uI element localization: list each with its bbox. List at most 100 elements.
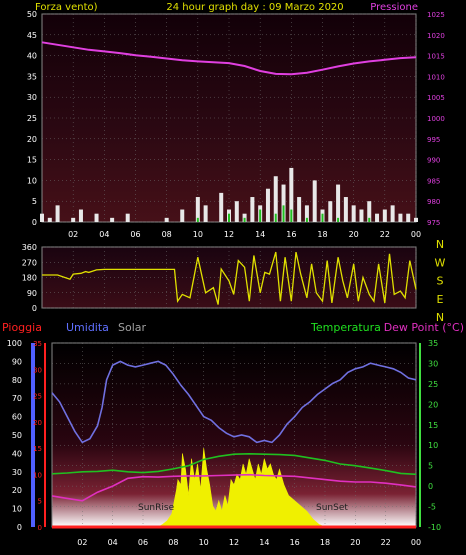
gust-bar [196, 217, 199, 222]
wind-bar [55, 205, 60, 222]
tick-label: -10 [428, 523, 441, 532]
grid-panel-3 [52, 342, 417, 528]
tick-label: 35 [33, 340, 42, 348]
tick-label: 0 [38, 524, 42, 532]
wind-bar [375, 213, 380, 222]
temperature-line [51, 452, 417, 476]
tick-label: 20 [27, 135, 37, 144]
tick-label: 15 [428, 421, 438, 430]
gust-bar [259, 209, 262, 222]
tick-label: 1000 [427, 115, 445, 123]
tick-label: 10 [199, 538, 209, 547]
tick-label: 1015 [427, 53, 445, 61]
tick-label: 16 [290, 538, 300, 547]
tick-label: 06 [130, 230, 140, 239]
tick-label: 980 [427, 198, 440, 206]
tick-label: 30 [33, 366, 42, 374]
wind-bar [414, 217, 418, 222]
wind-bar [336, 184, 341, 222]
wind-bar [297, 197, 302, 222]
tick-label: 90 [12, 357, 22, 366]
tick-label: 16 [286, 230, 296, 239]
wind-bar [281, 184, 286, 222]
wind-bar [312, 180, 317, 222]
tick-label: 30 [12, 468, 22, 477]
wind-bar [110, 217, 115, 222]
tick-label: 0 [428, 482, 433, 491]
tick-label: 35 [428, 339, 438, 348]
tick-label: 14 [259, 538, 269, 547]
header-right-title: Pressione [370, 2, 418, 13]
gust-bar [305, 217, 308, 222]
header-left-title: Forza vento) [35, 2, 98, 13]
tick-label: 22 [380, 230, 390, 239]
wind-bar [351, 205, 356, 222]
tick-label: 70 [12, 394, 22, 403]
axis-rain: 0 5 10 15 20 25 30 35 [33, 340, 46, 532]
tick-label: 975 [427, 219, 440, 227]
tick-label: 02 [68, 230, 78, 239]
wind-bar [40, 213, 44, 222]
tick-label: -5 [428, 503, 436, 512]
tick-label: 30 [428, 359, 438, 368]
axis-humidity: 0 10 20 30 40 50 60 70 80 90 100 [7, 339, 35, 532]
wind-bar [304, 205, 309, 222]
tick-label: 50 [27, 10, 37, 19]
compass-label: N [436, 311, 444, 324]
wind-bar [180, 209, 185, 222]
tick-label: 60 [12, 413, 22, 422]
tick-label: 45 [27, 31, 37, 40]
solar-area [157, 448, 326, 528]
gust-bar [368, 217, 371, 222]
tick-label: 90 [27, 289, 37, 298]
axis-wind-speed: 0 5 10 15 20 25 30 35 40 45 50 [27, 10, 37, 227]
gust-bar [274, 213, 277, 222]
tick-label: 270 [22, 258, 37, 267]
gust-bar [228, 213, 230, 222]
tick-label: 995 [427, 136, 440, 144]
wind-bar [382, 209, 387, 222]
wind-bar [289, 167, 294, 222]
tick-label: 22 [381, 538, 391, 547]
tick-label: 25 [428, 380, 438, 389]
tick-label: 10 [193, 230, 203, 239]
pressure-line [41, 41, 417, 76]
tick-label: 180 [22, 274, 37, 283]
tick-label: 12 [229, 538, 239, 547]
tick-label: 40 [27, 52, 37, 61]
label-temperatura: Temperatura [310, 321, 381, 334]
compass-label: W [435, 256, 446, 269]
tick-label: 20 [33, 419, 42, 427]
wind-bar [219, 192, 224, 222]
axis-direction-degrees: 0 90 180 270 360 [22, 243, 37, 313]
tick-label: 25 [33, 393, 42, 401]
wind-bar [367, 201, 372, 222]
wind-bar [203, 205, 208, 222]
tick-label: 990 [427, 157, 440, 165]
tick-label: 10 [12, 505, 22, 514]
wind-bar [328, 201, 333, 222]
tick-label: 15 [33, 445, 42, 453]
tick-label: 04 [99, 230, 109, 239]
gust-bar [282, 205, 285, 222]
tick-label: 10 [33, 471, 42, 479]
tick-label: 35 [27, 72, 37, 81]
tick-label: 1020 [427, 32, 445, 40]
tick-label: 100 [7, 339, 22, 348]
wind-bar [406, 213, 411, 222]
tick-label: 0 [32, 304, 37, 313]
panel-wind-direction [41, 246, 417, 309]
tick-label: 08 [168, 538, 178, 547]
compass-label: E [437, 293, 444, 306]
wind-bar [398, 213, 403, 222]
wind-bar [78, 209, 83, 222]
dewpoint-line [51, 473, 417, 502]
compass-label: N [436, 238, 444, 251]
axis-pressure: 975 980 985 990 995 1000 1005 1010 1015 1020 1025 [427, 11, 445, 227]
wind-bar [265, 188, 270, 222]
wind-bar [250, 197, 255, 222]
tick-label: 360 [22, 243, 37, 252]
wind-bar [47, 217, 52, 222]
gust-bar [321, 213, 324, 222]
label-dewpoint: Dew Point (°C) [384, 321, 464, 334]
